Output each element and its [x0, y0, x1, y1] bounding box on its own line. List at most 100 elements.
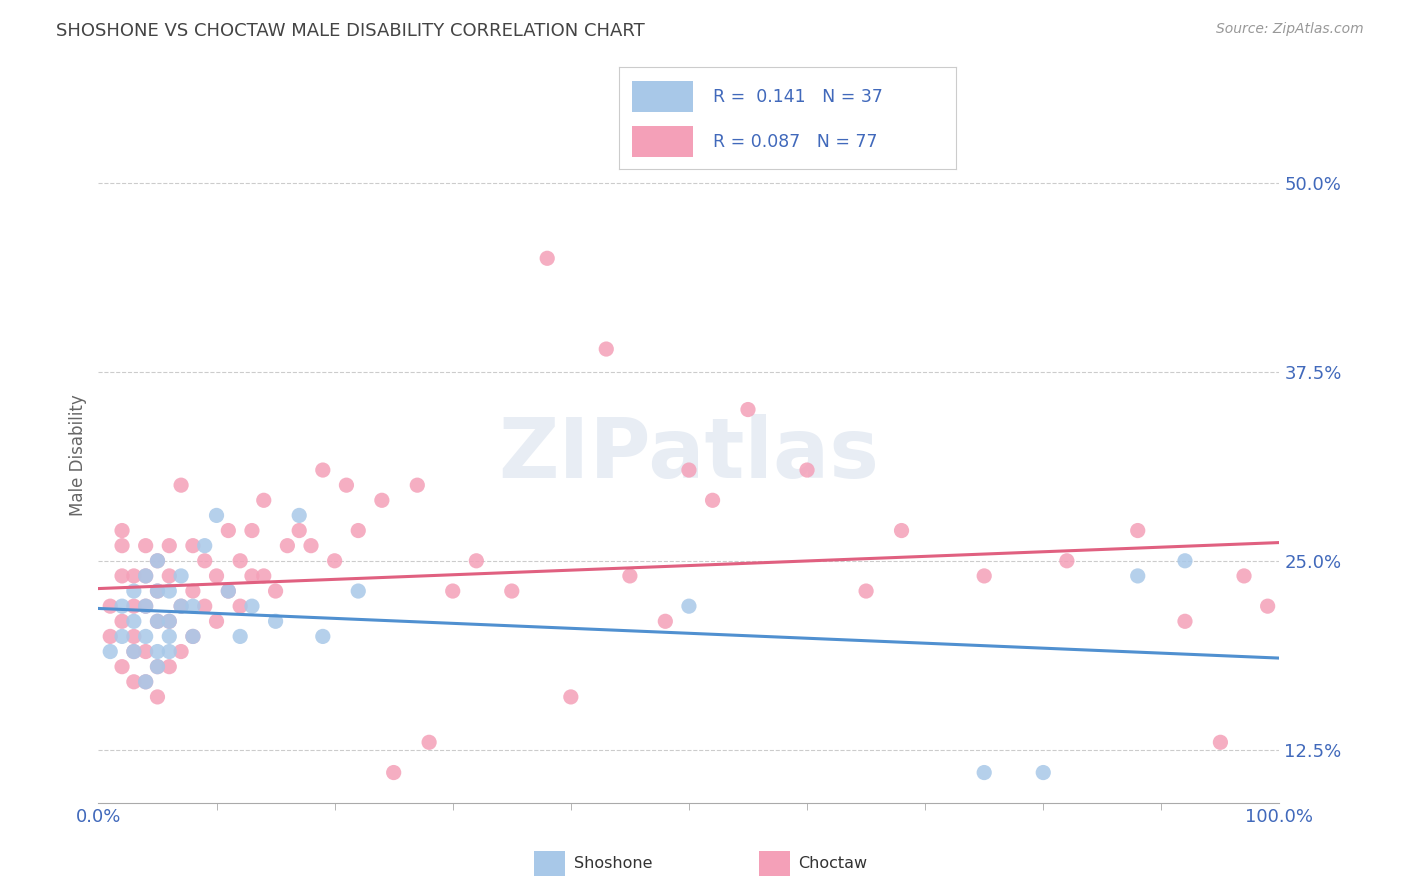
Point [111, 629, 134, 643]
Point [111, 569, 134, 583]
Point [122, 644, 145, 658]
Point [194, 539, 217, 553]
Point [678, 463, 700, 477]
Point [181, 539, 204, 553]
Point [973, 765, 995, 780]
Point [240, 569, 263, 583]
Point [111, 659, 134, 673]
Point [217, 584, 239, 599]
Point [146, 554, 169, 568]
Point [1233, 569, 1256, 583]
Point [737, 402, 759, 417]
Point [157, 539, 180, 553]
Point [1032, 765, 1054, 780]
Point [418, 735, 440, 749]
Point [299, 539, 322, 553]
Point [347, 584, 370, 599]
Point [135, 599, 157, 614]
Point [181, 599, 204, 614]
Point [146, 615, 169, 629]
Point [122, 599, 145, 614]
Point [157, 615, 180, 629]
Point [98, 644, 121, 658]
Text: Choctaw: Choctaw [799, 856, 868, 871]
Point [253, 493, 276, 508]
Point [406, 478, 429, 492]
Point [217, 584, 239, 599]
Point [371, 493, 394, 508]
Point [382, 765, 405, 780]
Point [678, 599, 700, 614]
Point [1056, 554, 1078, 568]
Point [595, 342, 617, 356]
Point [122, 584, 145, 599]
Point [441, 584, 464, 599]
Point [157, 569, 180, 583]
Point [170, 569, 193, 583]
Bar [633, 127, 693, 157]
Point [135, 569, 157, 583]
Point [146, 554, 169, 568]
Point [560, 690, 582, 704]
Point [111, 599, 134, 614]
Point [98, 629, 121, 643]
Point [1174, 615, 1197, 629]
Point [1257, 599, 1279, 614]
Text: Source: ZipAtlas.com: Source: ZipAtlas.com [1216, 22, 1364, 37]
Point [702, 493, 724, 508]
Point [146, 690, 169, 704]
Point [276, 539, 298, 553]
Point [264, 584, 287, 599]
Point [312, 463, 335, 477]
Point [181, 629, 204, 643]
Point [194, 554, 217, 568]
Point [170, 599, 193, 614]
Point [146, 644, 169, 658]
Point [288, 524, 311, 538]
Point [111, 524, 134, 538]
Point [135, 569, 157, 583]
Point [619, 569, 641, 583]
Point [181, 584, 204, 599]
Point [122, 615, 145, 629]
Point [1209, 735, 1232, 749]
Point [229, 629, 252, 643]
Point [146, 584, 169, 599]
Point [157, 584, 180, 599]
Text: ZIPatlas: ZIPatlas [499, 415, 879, 495]
Point [654, 615, 676, 629]
Point [181, 629, 204, 643]
Point [240, 599, 263, 614]
Point [1174, 554, 1197, 568]
Point [796, 463, 818, 477]
Point [170, 478, 193, 492]
Point [194, 599, 217, 614]
Point [288, 508, 311, 523]
Point [146, 659, 169, 673]
Point [122, 629, 145, 643]
Point [240, 524, 263, 538]
Point [205, 508, 228, 523]
Point [890, 524, 912, 538]
Point [111, 539, 134, 553]
Point [157, 659, 180, 673]
Point [122, 569, 145, 583]
Point [135, 539, 157, 553]
Point [217, 524, 239, 538]
Point [146, 615, 169, 629]
Point [205, 615, 228, 629]
Point [465, 554, 488, 568]
Point [312, 629, 335, 643]
Point [157, 629, 180, 643]
Point [135, 629, 157, 643]
Point [1126, 569, 1149, 583]
Text: R = 0.087   N = 77: R = 0.087 N = 77 [713, 133, 877, 151]
Point [98, 599, 121, 614]
Text: R =  0.141   N = 37: R = 0.141 N = 37 [713, 87, 883, 105]
Point [855, 584, 877, 599]
Point [323, 554, 346, 568]
Point [536, 252, 558, 266]
Point [264, 615, 287, 629]
Point [135, 674, 157, 689]
Point [229, 554, 252, 568]
